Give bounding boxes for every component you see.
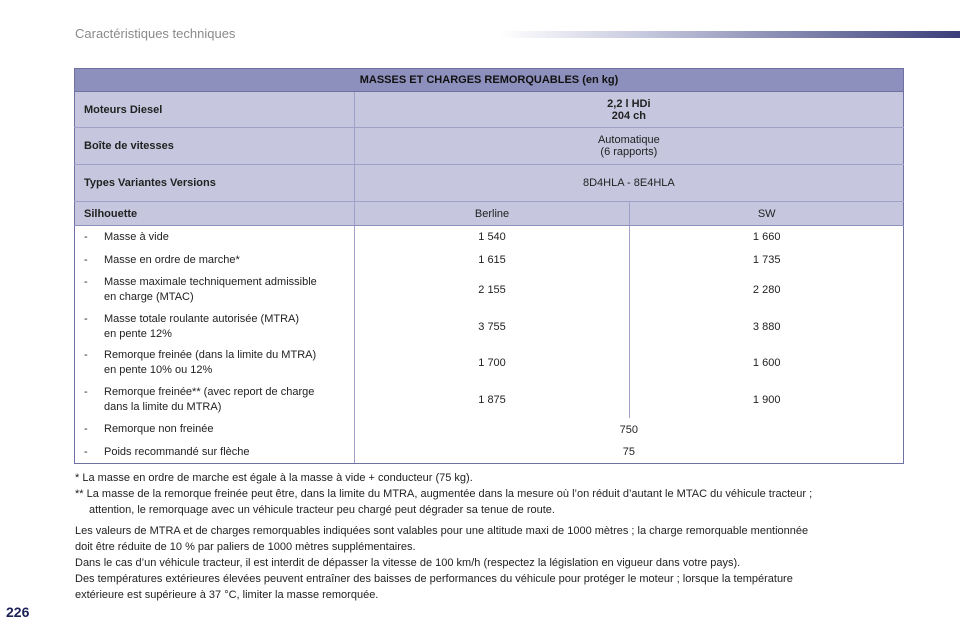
info-line: Dans le cas d’un véhicule tracteur, il e…: [75, 557, 741, 569]
row-sw-value: 3 880: [629, 308, 904, 345]
row-berline-value: 2 155: [353, 271, 630, 309]
table-row: - Masse maximale techniquement admissible…: [74, 271, 904, 309]
page-number: 226: [6, 604, 30, 620]
row-berline-value: 1 540: [353, 225, 630, 249]
table-row: - Masse à vide 1 540 1 660: [74, 225, 904, 249]
table-row: - Masse totale roulante autorisée (MTRA) e…: [74, 308, 904, 345]
row-label: Masse en ordre de marche*: [104, 253, 240, 266]
table-title: MASSES ET CHARGES REMORQUABLES (en kg): [74, 68, 904, 92]
gearbox-gears: (6 rapports): [600, 146, 658, 158]
row-berline-value: 1 615: [353, 248, 630, 272]
footnote-2-line1: ** La masse de la remorque freinée peut …: [75, 488, 813, 500]
gearbox-value: Automatique (6 rapports): [353, 127, 905, 165]
row-dash: -: [84, 253, 88, 266]
footnote-2-line2: attention, le remorquage avec un véhicul…: [89, 504, 555, 516]
gearbox-label: Boîte de vitesses: [74, 127, 355, 165]
silhouette-label: Silhouette: [74, 201, 355, 226]
table-row: - Masse en ordre de marche* 1 615 1 735: [74, 248, 904, 272]
engine-type: 2,2 l HDi: [607, 97, 651, 110]
row-label: Remorque freinée (dans la limite du MTRA…: [104, 349, 317, 361]
row-berline-value: 3 755: [353, 308, 630, 345]
engines-label: Moteurs Diesel: [74, 91, 355, 128]
footnote-2: ** La masse de la remorque freinée peut …: [75, 486, 905, 518]
row-dash: -: [84, 276, 88, 288]
row-label: Poids recommandé sur flèche: [104, 445, 250, 458]
table-row: - Remorque non freinée 750: [74, 417, 905, 442]
info-line: Des températures extérieures élevées peu…: [75, 573, 793, 585]
towing-masses-table: MASSES ET CHARGES REMORQUABLES (en kg) M…: [74, 68, 905, 464]
info-line: extérieure est supérieure à 37 °C, limit…: [75, 589, 379, 601]
info-paragraph: Les valeurs de MTRA et de charges remorq…: [75, 523, 905, 603]
silhouette-sw: SW: [629, 201, 904, 226]
row-label-cont: dans la limite du MTRA): [104, 400, 222, 413]
footnote-1: * La masse en ordre de marche est égale …: [75, 472, 473, 484]
row-label: Masse totale roulante autorisée (MTRA): [104, 312, 300, 325]
row-label: Remorque non freinée: [104, 423, 214, 435]
row-label-cont: en pente 10% ou 12%: [104, 364, 213, 376]
row-dash: -: [84, 445, 88, 458]
engines-value: 2,2 l HDi 204 ch: [353, 91, 905, 128]
row-berline-value: 1 700: [353, 344, 630, 382]
row-merged-value: 75: [353, 441, 905, 464]
table-row: - Poids recommandé sur flèche 75: [74, 441, 905, 464]
gearbox-type: Automatique: [597, 134, 660, 146]
row-dash: -: [84, 230, 88, 243]
table-row: - Remorque freinée** (avec report de char…: [74, 381, 904, 418]
section-title: Caractéristiques techniques: [75, 26, 236, 41]
row-dash: -: [84, 423, 88, 435]
header-gradient-bar: [500, 31, 960, 38]
info-line: Les valeurs de MTRA et de charges remorq…: [75, 525, 809, 537]
row-sw-value: 1 900: [629, 381, 904, 418]
row-label: Masse maximale techniquement admissible: [104, 276, 317, 288]
row-dash: -: [84, 385, 88, 398]
row-dash: -: [84, 312, 88, 325]
row-sw-value: 2 280: [629, 271, 904, 309]
row-label-cont: en pente 12%: [104, 327, 172, 340]
row-sw-value: 1 600: [629, 344, 904, 382]
table-row: - Remorque freinée (dans la limite du MTR…: [74, 344, 904, 382]
row-label: Masse à vide: [104, 230, 169, 243]
info-line: doit être réduite de 10 % par paliers de…: [75, 541, 416, 553]
versions-value: 8D4HLA - 8E4HLA: [353, 164, 905, 202]
row-sw-value: 1 735: [629, 248, 904, 272]
row-label: Remorque freinée** (avec report de charg…: [104, 385, 315, 398]
versions-label: Types Variantes Versions: [74, 164, 355, 202]
row-label-cont: en charge (MTAC): [104, 291, 194, 303]
silhouette-berline: Berline: [353, 201, 630, 226]
row-berline-value: 1 875: [353, 381, 630, 418]
engine-power: 204 ch: [611, 109, 646, 122]
row-merged-value: 750: [353, 417, 905, 442]
row-sw-value: 1 660: [629, 225, 904, 249]
row-dash: -: [84, 349, 88, 361]
